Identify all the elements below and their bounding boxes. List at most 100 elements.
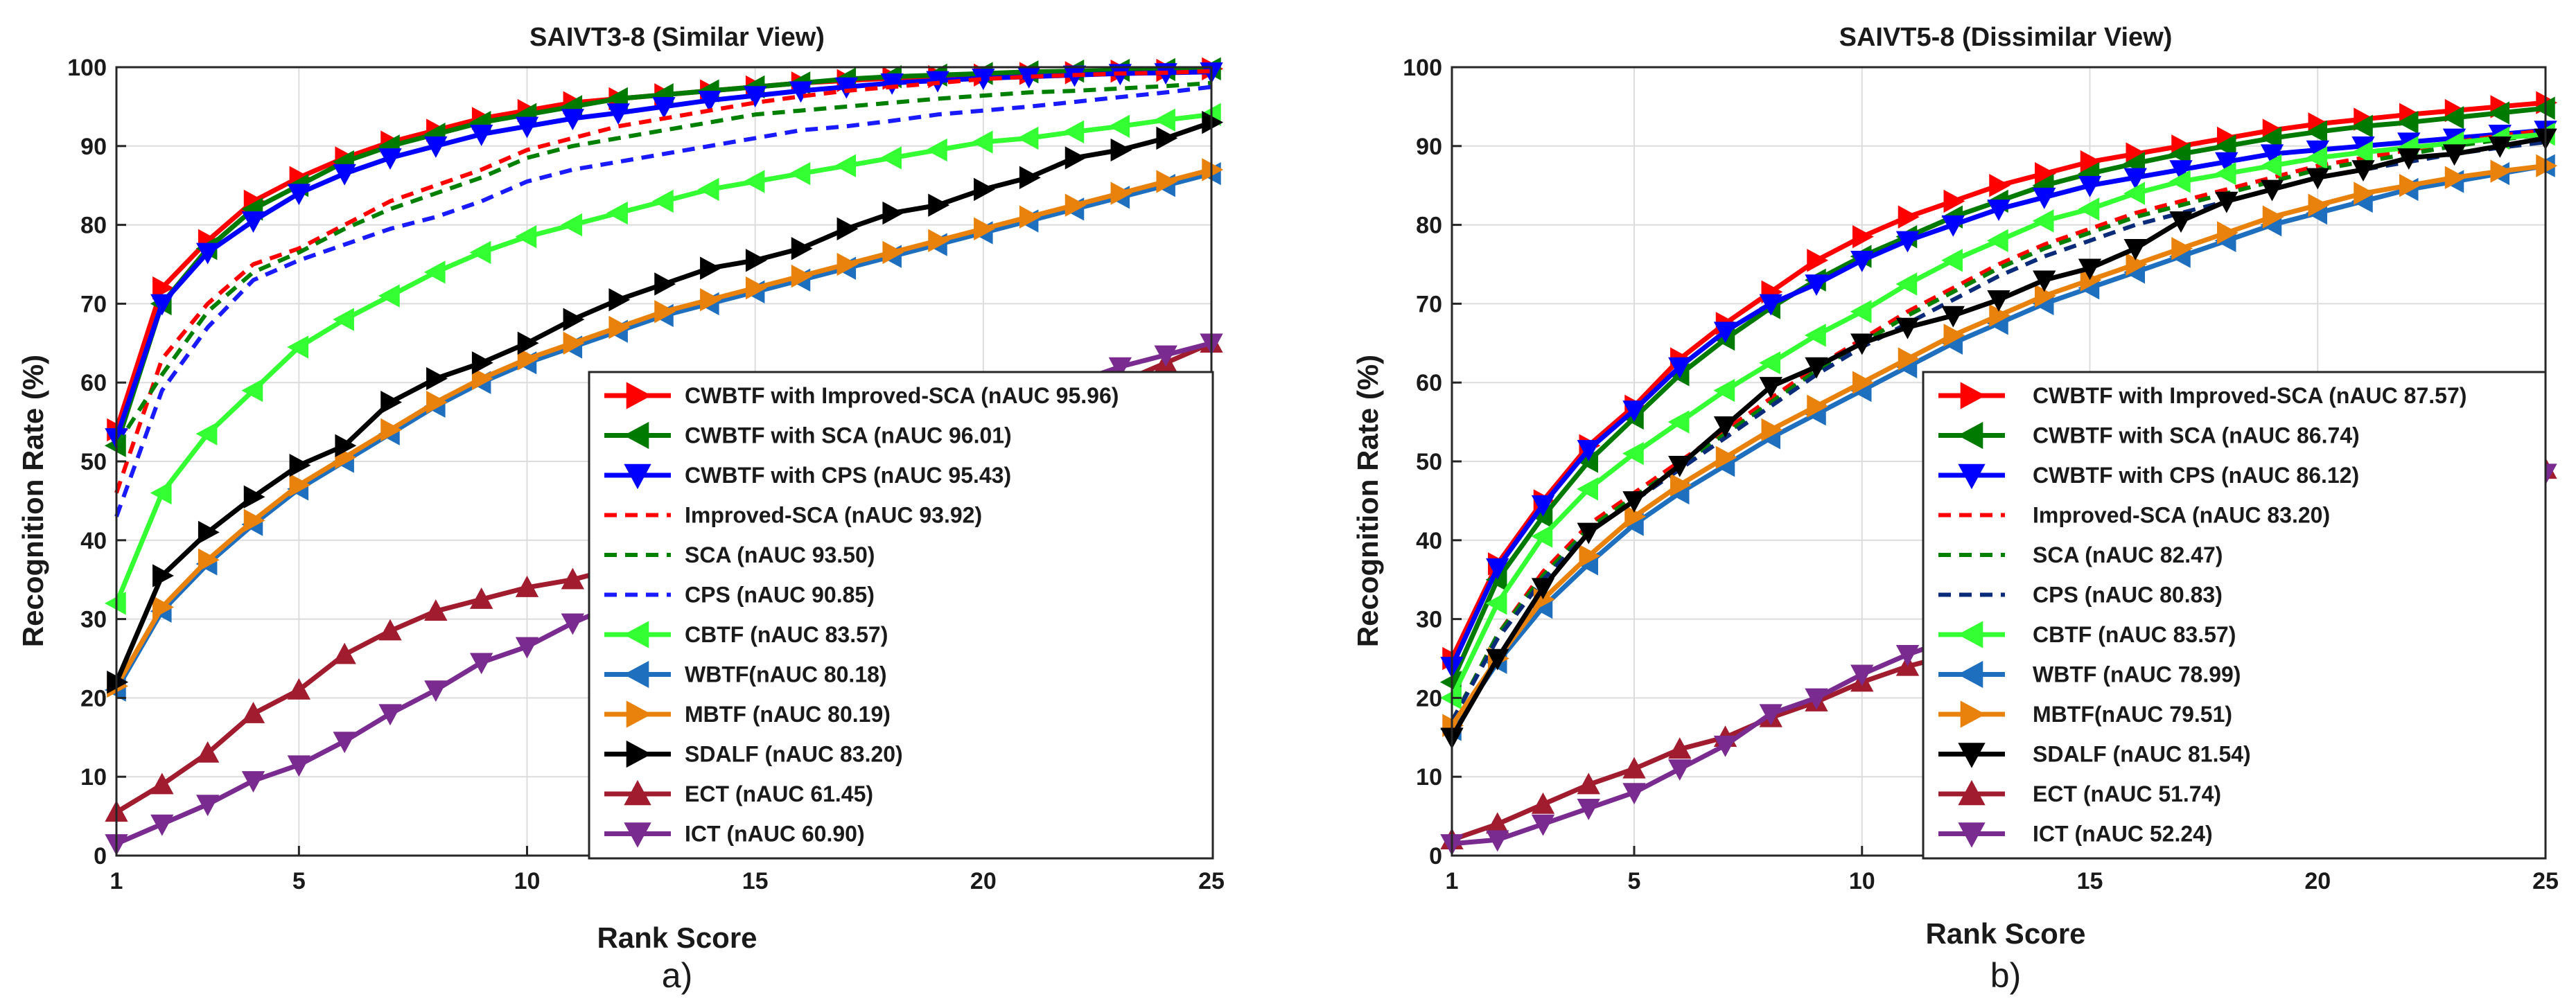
data-point bbox=[2214, 161, 2236, 186]
data-point bbox=[1895, 272, 1918, 296]
y-tick-label: 90 bbox=[1416, 134, 1442, 160]
data-point bbox=[880, 146, 902, 170]
data-point bbox=[469, 240, 491, 265]
data-point bbox=[1485, 592, 1507, 615]
data-point bbox=[1577, 798, 1600, 820]
legend-item: ICT (nAUC 60.90) bbox=[604, 822, 865, 848]
data-point bbox=[195, 242, 220, 265]
y-tick-label: 0 bbox=[94, 843, 107, 869]
data-point bbox=[2488, 101, 2509, 125]
data-point bbox=[561, 213, 583, 237]
data-point bbox=[1987, 290, 2010, 312]
data-point bbox=[1713, 735, 1737, 757]
data-point bbox=[243, 485, 265, 509]
series-sca bbox=[114, 80, 1212, 447]
chart-panel-b: SAIVT5-8 (Dissimilar View) Rank Score Re… bbox=[1351, 23, 2559, 995]
data-point bbox=[2217, 221, 2238, 245]
data-point bbox=[1019, 166, 1041, 189]
data-point bbox=[469, 124, 493, 146]
legend-item: SCA (nAUC 93.50) bbox=[604, 542, 875, 567]
data-point bbox=[1713, 416, 1737, 438]
legend-label: WBTF (nAUC 78.99) bbox=[2033, 662, 2241, 687]
series-line bbox=[114, 80, 1212, 447]
data-point bbox=[1154, 108, 1175, 132]
data-point bbox=[1668, 357, 1692, 379]
data-point bbox=[654, 272, 676, 296]
data-point bbox=[836, 217, 859, 240]
legend-item: WBTF (nAUC 78.99) bbox=[1938, 660, 2241, 689]
series-cwbtf-with-cps bbox=[105, 62, 1223, 450]
data-point bbox=[2215, 191, 2238, 213]
data-point bbox=[1108, 114, 1130, 139]
data-point bbox=[1898, 205, 1920, 229]
data-point bbox=[2123, 168, 2147, 190]
data-point bbox=[2168, 142, 2191, 166]
legend-label: WBTF(nAUC 80.18) bbox=[685, 662, 887, 687]
legend-marker bbox=[626, 382, 652, 409]
x-tick-label: 25 bbox=[1198, 868, 1225, 894]
data-point bbox=[1807, 249, 1829, 272]
data-point bbox=[606, 201, 628, 225]
data-point bbox=[333, 163, 356, 186]
y-tick-label: 60 bbox=[80, 370, 107, 396]
data-point bbox=[561, 567, 585, 590]
data-point bbox=[928, 229, 950, 253]
x-tick-label: 1 bbox=[110, 868, 123, 894]
y-tick-label: 10 bbox=[80, 764, 107, 790]
data-point bbox=[789, 161, 811, 186]
data-point bbox=[2308, 193, 2330, 217]
data-point bbox=[2306, 168, 2329, 190]
data-point bbox=[195, 741, 220, 763]
data-point bbox=[378, 148, 402, 170]
data-point bbox=[836, 252, 859, 276]
data-point bbox=[333, 308, 354, 331]
data-point bbox=[1017, 126, 1039, 150]
data-point bbox=[2488, 136, 2512, 158]
data-point bbox=[1941, 215, 1965, 237]
legend-marker bbox=[1958, 779, 1986, 806]
data-point bbox=[378, 619, 402, 641]
y-tick-label: 30 bbox=[1416, 607, 1442, 633]
legend-label: SCA (nAUC 82.47) bbox=[2033, 542, 2223, 567]
data-point bbox=[1759, 351, 1780, 375]
data-point bbox=[697, 177, 719, 202]
data-point bbox=[424, 599, 448, 621]
data-point bbox=[651, 189, 674, 213]
y-tick-label: 50 bbox=[1416, 449, 1442, 475]
data-point bbox=[1622, 757, 1646, 779]
legend-marker bbox=[626, 700, 652, 728]
data-point bbox=[241, 378, 263, 403]
legend-label: CWBTF with CPS (nAUC 86.12) bbox=[2033, 463, 2359, 488]
data-point bbox=[198, 520, 220, 545]
data-point bbox=[195, 422, 218, 445]
legend-item: CWBTF with SCA (nAUC 86.74) bbox=[1938, 421, 2360, 450]
data-point bbox=[2351, 114, 2373, 139]
legend-marker bbox=[626, 740, 652, 768]
x-tick-label: 10 bbox=[1849, 868, 1875, 894]
data-point bbox=[1531, 578, 1555, 600]
y-tick-label: 100 bbox=[1403, 55, 1442, 81]
panel-caption: b) bbox=[1990, 956, 2021, 995]
data-point bbox=[2215, 152, 2238, 174]
data-point bbox=[517, 331, 539, 355]
legend-item: Improved-SCA (nAUC 93.92) bbox=[604, 503, 982, 528]
data-point bbox=[469, 653, 493, 675]
data-point bbox=[2442, 106, 2464, 130]
data-point bbox=[1110, 138, 1132, 162]
data-point bbox=[1943, 189, 1965, 213]
data-point bbox=[1064, 193, 1087, 217]
data-point bbox=[1804, 324, 1826, 347]
data-point bbox=[152, 564, 174, 587]
data-point bbox=[1064, 146, 1087, 170]
legend-item: MBTF (nAUC 80.19) bbox=[604, 700, 891, 728]
legend-marker bbox=[1957, 621, 1983, 648]
legend-label: ECT (nAUC 61.45) bbox=[685, 781, 873, 806]
data-point bbox=[378, 284, 400, 308]
data-point bbox=[928, 193, 950, 217]
data-point bbox=[1668, 759, 1692, 781]
data-point bbox=[423, 260, 446, 284]
data-point bbox=[2260, 126, 2282, 150]
data-point bbox=[880, 73, 904, 95]
data-point bbox=[743, 86, 767, 108]
data-point bbox=[1850, 664, 1874, 687]
